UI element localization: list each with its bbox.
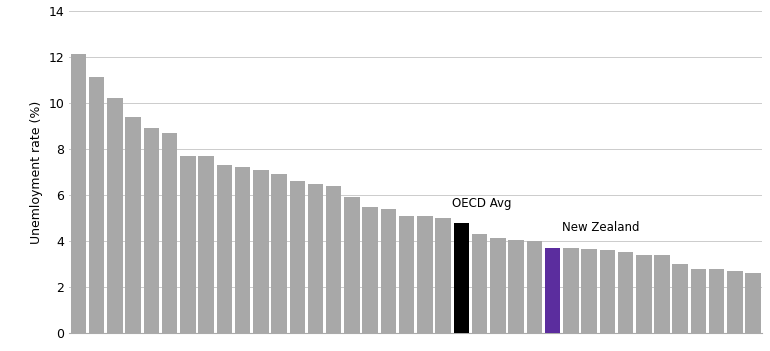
Bar — [454, 223, 469, 333]
Bar — [326, 186, 341, 333]
Bar — [472, 234, 487, 333]
Y-axis label: Unemloyment rate (%): Unemloyment rate (%) — [30, 100, 43, 244]
Bar — [435, 218, 451, 333]
Bar — [71, 54, 86, 333]
Text: New Zealand: New Zealand — [561, 221, 639, 234]
Bar — [545, 248, 561, 333]
Bar — [709, 269, 725, 333]
Bar — [618, 252, 633, 333]
Bar — [235, 167, 250, 333]
Bar — [581, 249, 597, 333]
Bar — [199, 156, 214, 333]
Bar — [563, 248, 578, 333]
Bar — [308, 184, 323, 333]
Bar — [380, 209, 397, 333]
Bar — [363, 207, 378, 333]
Bar — [126, 117, 141, 333]
Bar — [745, 273, 761, 333]
Bar — [162, 133, 177, 333]
Bar — [107, 98, 122, 333]
Bar — [691, 269, 706, 333]
Text: OECD Avg: OECD Avg — [452, 197, 512, 210]
Bar — [344, 197, 360, 333]
Bar — [490, 238, 506, 333]
Bar — [672, 264, 688, 333]
Bar — [600, 250, 615, 333]
Bar — [89, 78, 105, 333]
Bar — [144, 128, 159, 333]
Bar — [417, 216, 433, 333]
Bar — [654, 255, 670, 333]
Bar — [216, 165, 232, 333]
Bar — [727, 271, 743, 333]
Bar — [508, 240, 524, 333]
Bar — [271, 174, 286, 333]
Bar — [290, 181, 305, 333]
Bar — [399, 216, 414, 333]
Bar — [636, 255, 651, 333]
Bar — [527, 241, 542, 333]
Bar — [253, 170, 269, 333]
Bar — [180, 156, 196, 333]
